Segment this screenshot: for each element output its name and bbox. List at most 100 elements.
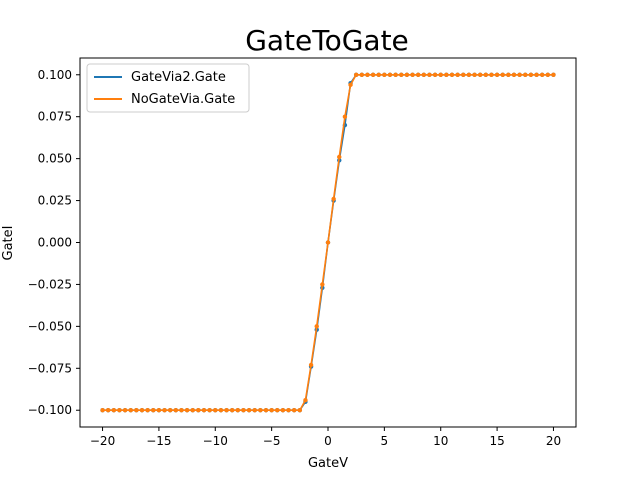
data-point bbox=[461, 72, 466, 77]
y-tick-label: 0.025 bbox=[38, 194, 72, 208]
data-point bbox=[201, 408, 207, 413]
data-point bbox=[241, 408, 246, 413]
data-point bbox=[427, 72, 432, 77]
data-point bbox=[173, 408, 179, 413]
x-tick-label: −10 bbox=[203, 434, 228, 448]
legend-item: GateVia2.Gate bbox=[94, 70, 226, 85]
y-tick-label: −0.025 bbox=[28, 277, 72, 291]
x-tick-label: 0 bbox=[324, 434, 332, 448]
data-point bbox=[246, 408, 252, 413]
data-point bbox=[506, 72, 511, 77]
data-point bbox=[179, 408, 184, 413]
data-point bbox=[438, 72, 443, 77]
data-point bbox=[342, 114, 348, 119]
y-tick-label: −0.075 bbox=[28, 361, 72, 375]
y-axis: −0.100 −0.075 −0.050 −0.025 0.000 0.025 0.050 0… bbox=[28, 68, 80, 417]
data-point bbox=[167, 408, 173, 413]
y-tick-label: 0.075 bbox=[38, 110, 72, 124]
data-point bbox=[393, 72, 398, 77]
data-point bbox=[337, 154, 342, 160]
y-tick-label: −0.100 bbox=[28, 403, 72, 417]
data-point bbox=[308, 362, 314, 368]
data-point bbox=[534, 72, 539, 77]
data-point bbox=[365, 72, 370, 77]
legend-label: NoGateVia.Gate bbox=[131, 92, 235, 107]
data-point bbox=[415, 72, 421, 77]
data-point bbox=[291, 408, 297, 413]
data-point bbox=[303, 397, 308, 403]
data-point bbox=[229, 408, 235, 413]
data-point bbox=[528, 72, 534, 77]
data-point bbox=[269, 408, 274, 413]
data-point bbox=[162, 408, 167, 413]
data-point bbox=[472, 72, 477, 77]
x-tick-label: 20 bbox=[546, 434, 561, 448]
data-point bbox=[331, 196, 336, 202]
data-point bbox=[449, 72, 455, 77]
x-tick-label: 10 bbox=[433, 434, 448, 448]
data-point bbox=[207, 408, 212, 413]
data-point bbox=[387, 72, 393, 77]
legend: GateVia2.Gate NoGateVia.Gate bbox=[86, 63, 250, 113]
data-point bbox=[100, 408, 105, 413]
data-point bbox=[139, 408, 145, 413]
data-point bbox=[444, 72, 449, 77]
y-tick-label: 0.050 bbox=[38, 152, 72, 166]
data-point bbox=[184, 408, 190, 413]
data-point bbox=[500, 72, 505, 77]
x-axis-label: GateV bbox=[308, 456, 348, 471]
legend-item: NoGateVia.Gate bbox=[94, 92, 235, 107]
data-point bbox=[376, 72, 381, 77]
data-point bbox=[404, 72, 410, 77]
data-point bbox=[483, 72, 489, 77]
data-point bbox=[432, 72, 438, 77]
x-axis: −20 −15 −10 −5 0 5 10 15 20 bbox=[90, 427, 561, 448]
data-point bbox=[134, 408, 139, 413]
x-tick-label: 15 bbox=[489, 434, 504, 448]
data-point bbox=[275, 408, 280, 413]
data-point bbox=[128, 408, 133, 413]
chart-title: GateToGate bbox=[245, 24, 409, 57]
data-point bbox=[511, 72, 517, 77]
data-point bbox=[258, 408, 263, 413]
data-point bbox=[286, 408, 291, 413]
x-tick-label: −5 bbox=[263, 434, 281, 448]
data-point bbox=[539, 72, 545, 77]
data-point bbox=[297, 408, 303, 413]
data-point bbox=[477, 72, 483, 77]
data-point bbox=[280, 408, 286, 413]
data-point bbox=[117, 408, 122, 413]
x-tick-label: −20 bbox=[90, 434, 115, 448]
series-2 bbox=[100, 72, 556, 413]
data-point bbox=[466, 72, 472, 77]
y-tick-label: 0.100 bbox=[38, 68, 72, 82]
data-point bbox=[353, 72, 359, 77]
data-point bbox=[105, 408, 111, 413]
y-axis-label: GateI bbox=[1, 226, 16, 261]
data-point bbox=[494, 72, 500, 77]
legend-box bbox=[86, 63, 250, 113]
data-point bbox=[551, 72, 556, 77]
data-point bbox=[523, 72, 528, 77]
data-point bbox=[235, 408, 241, 413]
y-tick-label: −0.050 bbox=[28, 319, 72, 333]
y-tick-label: 0.000 bbox=[38, 236, 72, 250]
data-point bbox=[359, 72, 365, 77]
data-point bbox=[190, 408, 195, 413]
data-point bbox=[151, 408, 156, 413]
data-point bbox=[252, 408, 257, 413]
data-point bbox=[455, 72, 460, 77]
data-point bbox=[156, 408, 162, 413]
legend-label: GateVia2.Gate bbox=[131, 70, 226, 85]
data-point bbox=[517, 72, 522, 77]
data-point bbox=[348, 82, 353, 88]
data-point bbox=[545, 72, 551, 77]
data-point bbox=[218, 408, 224, 413]
data-point bbox=[111, 408, 117, 413]
data-point bbox=[382, 72, 387, 77]
plot-area bbox=[100, 72, 556, 413]
data-point bbox=[213, 408, 218, 413]
x-tick-label: −15 bbox=[146, 434, 171, 448]
x-tick-label: 5 bbox=[381, 434, 389, 448]
